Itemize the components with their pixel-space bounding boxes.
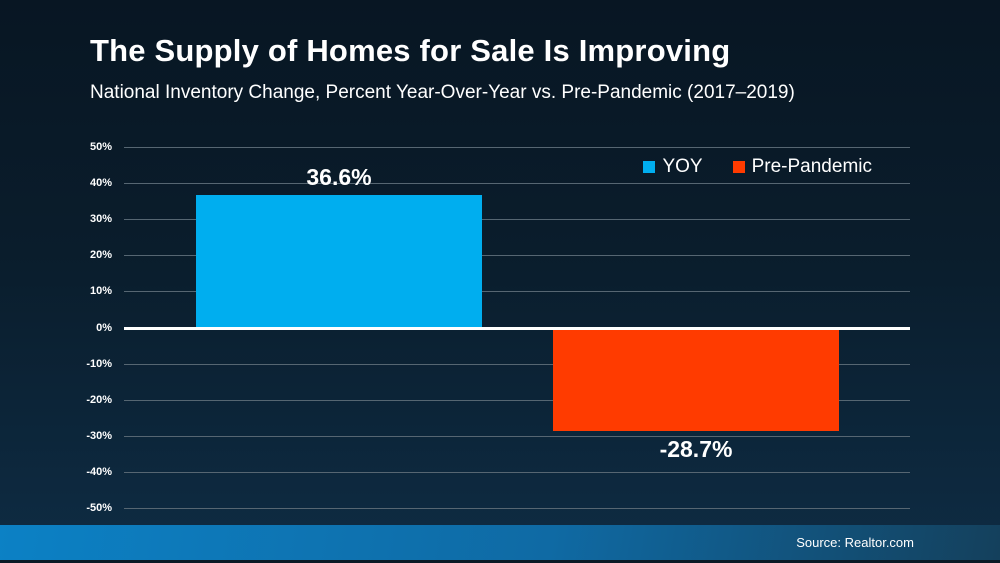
legend-swatch-icon xyxy=(732,161,745,173)
bar-value-label: -28.7% xyxy=(659,436,733,463)
gridline xyxy=(124,219,910,221)
legend-label: Pre-Pandemic xyxy=(751,156,872,177)
bar-pre-pandemic xyxy=(553,327,839,432)
chart-title: The Supply of Homes for Sale Is Improvin… xyxy=(90,33,731,68)
y-tick-label: 40% xyxy=(89,177,112,190)
chart-legend: YOY Pre-Pandemic xyxy=(643,156,872,178)
y-tick-label: -10% xyxy=(86,357,112,370)
gridline xyxy=(124,183,910,185)
zero-baseline xyxy=(124,326,910,330)
y-tick-label: -20% xyxy=(86,393,112,406)
source-label: Source: Realtor.com xyxy=(796,535,914,550)
footer: Source: Realtor.com xyxy=(0,525,1000,563)
legend-swatch-icon xyxy=(643,161,656,173)
gridline xyxy=(124,471,910,473)
gridline xyxy=(124,399,910,401)
y-tick-label: -50% xyxy=(86,502,112,514)
y-tick-label: 10% xyxy=(89,285,112,298)
footer-bottom-strip xyxy=(0,560,1000,563)
y-tick-label: -40% xyxy=(86,465,112,478)
y-tick-label: 50% xyxy=(89,141,112,153)
y-tick-label: 30% xyxy=(89,213,112,226)
gridline xyxy=(124,147,910,148)
legend-label: YOY xyxy=(662,156,703,177)
gridline xyxy=(124,435,910,437)
legend-item-yoy: YOY xyxy=(643,156,703,178)
slide-header: The Supply of Homes for Sale Is Improvin… xyxy=(90,33,960,104)
gridline xyxy=(124,291,910,293)
gridline xyxy=(124,508,910,509)
gridline xyxy=(124,255,910,257)
y-tick-label: -30% xyxy=(86,429,112,442)
y-tick-label: 0% xyxy=(96,321,112,334)
bar-yoy xyxy=(196,195,482,328)
gridline xyxy=(124,363,910,365)
chart-subtitle: National Inventory Change, Percent Year-… xyxy=(90,82,795,104)
bar-value-label: 36.6% xyxy=(306,164,372,191)
y-tick-label: 20% xyxy=(89,249,112,262)
footer-gradient-bar: Source: Realtor.com xyxy=(0,525,1000,560)
bar-chart-plot-area: YOY Pre-Pandemic 50% 40% 30% 20% 10% 0% -10% -20… xyxy=(86,141,910,514)
legend-item-pre-pandemic: Pre-Pandemic xyxy=(732,156,872,178)
